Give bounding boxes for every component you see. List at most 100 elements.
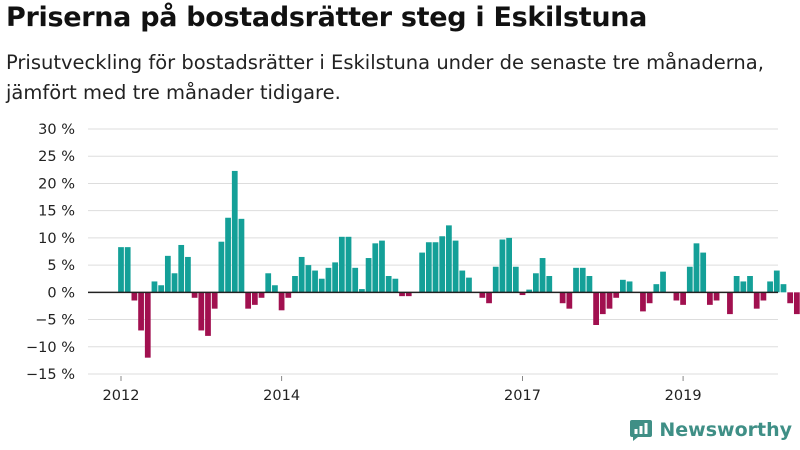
bar bbox=[606, 292, 613, 309]
bar bbox=[359, 289, 365, 293]
bar bbox=[546, 276, 553, 293]
bar bbox=[332, 262, 339, 293]
bar bbox=[225, 217, 231, 293]
bar bbox=[325, 267, 332, 293]
y-tick-label: 30 % bbox=[38, 122, 75, 138]
bar bbox=[238, 218, 245, 293]
bar bbox=[265, 273, 272, 293]
bar bbox=[198, 292, 205, 331]
bar bbox=[653, 284, 660, 293]
bar bbox=[338, 236, 345, 293]
bar bbox=[760, 292, 767, 301]
bar bbox=[773, 270, 780, 293]
bar bbox=[405, 292, 412, 297]
bar bbox=[767, 281, 773, 293]
bar bbox=[251, 292, 258, 305]
bar bbox=[459, 270, 466, 293]
bar bbox=[318, 278, 325, 293]
bar bbox=[425, 242, 432, 293]
bar bbox=[693, 243, 700, 293]
bar bbox=[419, 252, 426, 293]
bar bbox=[272, 285, 278, 293]
bar bbox=[579, 267, 586, 293]
bar bbox=[586, 276, 593, 293]
bar bbox=[793, 292, 800, 315]
y-tick-label: 25 % bbox=[38, 149, 75, 165]
bar bbox=[660, 271, 666, 293]
bar bbox=[512, 266, 519, 293]
bar bbox=[171, 273, 178, 293]
bar bbox=[626, 281, 633, 293]
bar bbox=[539, 258, 546, 293]
bar bbox=[673, 292, 680, 301]
bar bbox=[211, 292, 218, 309]
x-tick-label: 2012 bbox=[103, 388, 140, 404]
bar bbox=[700, 252, 707, 293]
bar bbox=[452, 240, 459, 293]
bar bbox=[499, 239, 506, 293]
y-tick-label: 0 % bbox=[47, 285, 75, 301]
bar bbox=[599, 292, 606, 315]
bar bbox=[593, 292, 599, 325]
bar bbox=[278, 292, 285, 311]
chart-subtitle: Prisutveckling för bostadsrätter i Eskil… bbox=[6, 51, 764, 104]
bar bbox=[680, 292, 686, 305]
bar bbox=[753, 292, 760, 309]
bar bbox=[178, 244, 185, 293]
bar bbox=[124, 247, 131, 293]
newsworthy-logo-icon bbox=[630, 420, 653, 441]
bar bbox=[439, 236, 446, 293]
bar bbox=[747, 276, 753, 293]
bar bbox=[492, 266, 499, 293]
bar bbox=[686, 266, 693, 293]
bar bbox=[613, 292, 620, 298]
bar bbox=[566, 292, 573, 309]
bar bbox=[619, 279, 626, 293]
bar bbox=[258, 292, 265, 298]
bar bbox=[365, 258, 372, 293]
bar bbox=[727, 292, 733, 315]
bar bbox=[158, 285, 165, 293]
bar bbox=[151, 281, 158, 293]
bar bbox=[352, 267, 359, 293]
brand-name: Newsworthy bbox=[659, 419, 792, 441]
chart-title: Priserna på bostadsrätter steg i Eskilst… bbox=[6, 2, 648, 33]
bar bbox=[559, 292, 566, 304]
bar bbox=[185, 256, 191, 293]
brand-logo: Newsworthy bbox=[629, 418, 792, 442]
bar bbox=[733, 276, 740, 293]
bar bbox=[191, 292, 198, 298]
bar bbox=[205, 292, 211, 336]
bar bbox=[245, 292, 252, 309]
bar bbox=[533, 273, 539, 293]
bar bbox=[740, 281, 747, 293]
y-tick-label: 10 % bbox=[38, 231, 75, 247]
y-tick-label: −10 % bbox=[26, 340, 75, 356]
bar bbox=[312, 270, 318, 293]
bar bbox=[787, 292, 794, 304]
bar bbox=[519, 292, 526, 296]
bar bbox=[144, 292, 151, 358]
bar bbox=[164, 255, 171, 293]
bar bbox=[118, 247, 124, 293]
y-tick-label: 20 % bbox=[38, 176, 75, 192]
bar bbox=[231, 170, 238, 293]
bar bbox=[305, 265, 312, 293]
bar bbox=[432, 242, 439, 293]
x-tick-label: 2019 bbox=[665, 388, 702, 404]
bar bbox=[285, 292, 292, 298]
bar bbox=[345, 236, 352, 293]
y-tick-label: 15 % bbox=[38, 204, 75, 220]
bar bbox=[138, 292, 144, 331]
bar bbox=[479, 292, 486, 298]
bar bbox=[466, 277, 472, 293]
bar bbox=[385, 276, 392, 293]
y-tick-label: −5 % bbox=[35, 313, 75, 329]
bar bbox=[486, 292, 492, 304]
x-tick-label: 2017 bbox=[504, 388, 541, 404]
bar bbox=[379, 240, 385, 293]
bar bbox=[399, 292, 405, 297]
bar bbox=[706, 292, 713, 305]
bar bbox=[392, 278, 399, 293]
